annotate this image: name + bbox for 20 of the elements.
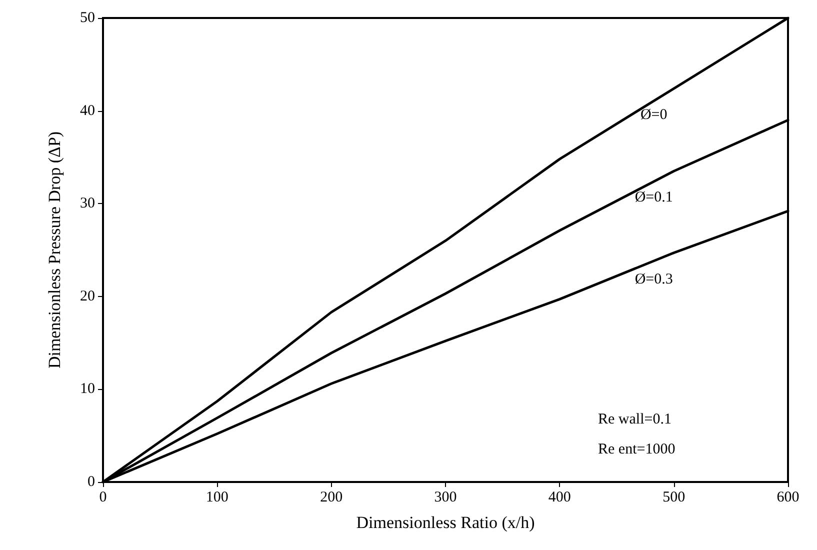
x-tick-label: 200 bbox=[320, 490, 343, 506]
x-tick-label: 0 bbox=[99, 490, 107, 506]
x-tick-label: 400 bbox=[548, 490, 571, 506]
series-label: Ø=0.1 bbox=[634, 190, 673, 206]
y-tick-label: 20 bbox=[80, 288, 95, 304]
y-tick-label: 30 bbox=[80, 196, 95, 212]
series-label: Ø=0 bbox=[640, 107, 668, 124]
annotation: Re ent=1000 bbox=[598, 442, 676, 458]
y-tick-label: 40 bbox=[80, 102, 95, 119]
x-tick-label: 500 bbox=[662, 490, 686, 506]
annotation: Re wall=0.1 bbox=[598, 412, 672, 428]
y-tick-label: 0 bbox=[88, 474, 95, 490]
x-tick-label: 600 bbox=[776, 490, 800, 506]
y-axis-title: Dimensionless Pressure Drop (ΔP) bbox=[45, 131, 64, 369]
series-label: Ø=0.3 bbox=[634, 271, 673, 288]
x-axis-title: Dimensionless Ratio (x/h) bbox=[356, 513, 535, 532]
y-tick-label: 10 bbox=[80, 381, 95, 398]
y-tick-label: 50 bbox=[80, 10, 95, 26]
x-tick-label: 100 bbox=[206, 490, 228, 506]
x-tick-label: 300 bbox=[434, 490, 457, 506]
